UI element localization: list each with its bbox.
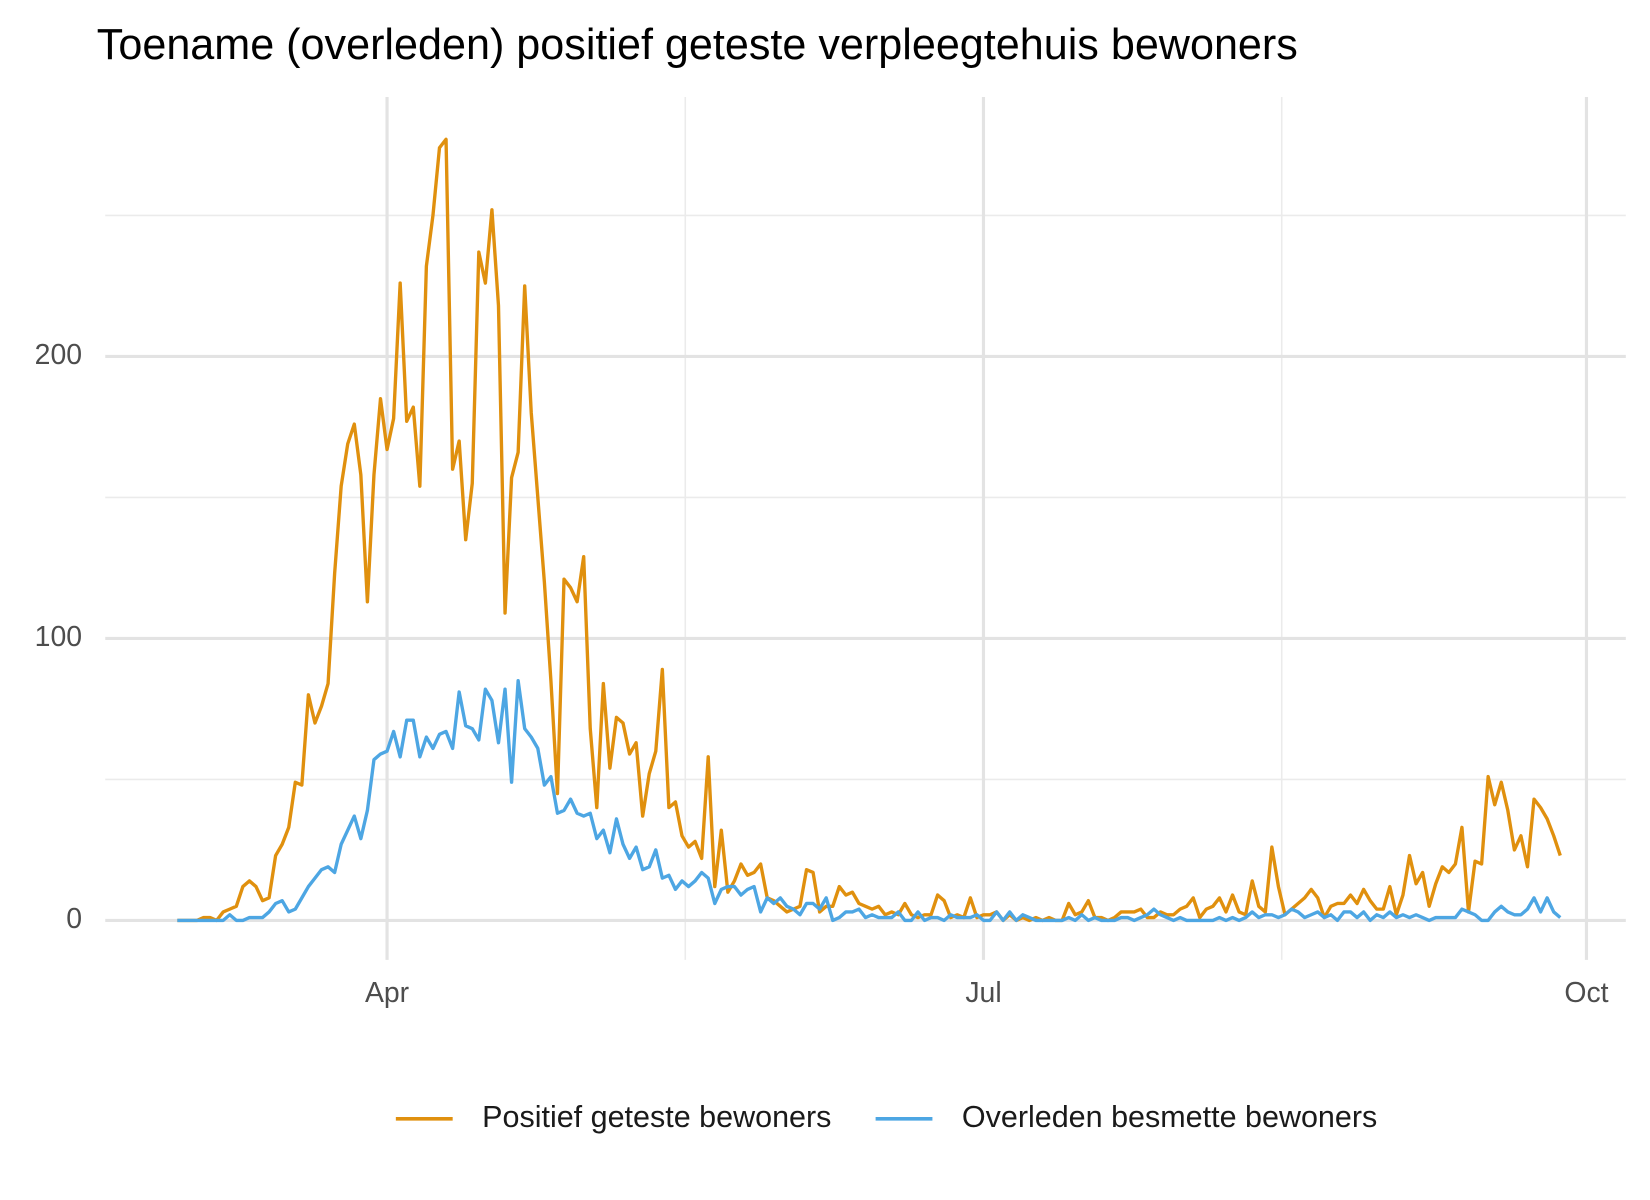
x-tick-label: Jul <box>965 977 1001 1009</box>
legend-label: Overleden besmette bewoners <box>962 1100 1377 1134</box>
x-tick-label: Oct <box>1564 977 1608 1009</box>
legend-label: Positief geteste bewoners <box>482 1100 831 1134</box>
data-line <box>177 137 1562 923</box>
y-tick-label: 200 <box>35 339 82 371</box>
x-tick-label: Apr <box>365 977 409 1009</box>
y-tick-label: 0 <box>66 903 82 935</box>
chart-title: Toename (overleden) positief geteste ver… <box>97 21 1298 69</box>
data-line <box>177 679 1562 923</box>
y-tick-label: 100 <box>35 621 82 653</box>
